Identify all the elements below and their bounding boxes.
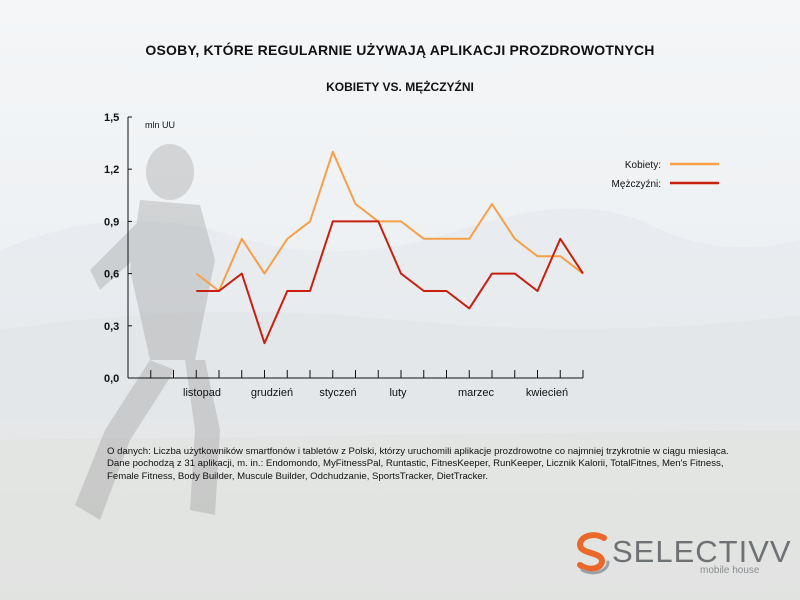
y-tick-label: 0,3 xyxy=(104,321,119,333)
x-month-label: marzec xyxy=(458,387,495,399)
y-axis-unit-label: mln UU xyxy=(145,120,175,130)
selectivv-s-logo-icon xyxy=(576,532,610,575)
selectivv-logo: SELECTIVV mobile house xyxy=(574,532,791,582)
x-month-label: grudzień xyxy=(251,387,293,399)
logo-name: SELECTIVV xyxy=(612,534,792,569)
line-chart: 0,0 0,3 0,6 0,9 1,2 1,5 mln UU listopad grudzień… xyxy=(104,112,719,399)
y-tick-label: 0,9 xyxy=(104,216,119,228)
y-tick-label: 0,0 xyxy=(104,373,119,385)
x-month-label: kwiecień xyxy=(526,387,568,399)
legend-label: Kobiety: xyxy=(625,160,661,171)
chart-title: OSOBY, KTÓRE REGULARNIE UŻYWAJĄ APLIKACJ… xyxy=(145,42,655,58)
y-tick-label: 1,2 xyxy=(104,164,119,176)
runner-silhouette xyxy=(75,144,220,520)
chart-subtitle: KOBIETY VS. MĘŻCZYŹNI xyxy=(326,80,474,94)
legend-label: Mężczyźni: xyxy=(612,179,661,190)
x-month-label: styczeń xyxy=(319,387,356,399)
series-line-kobiety xyxy=(195,150,584,292)
x-month-label: listopad xyxy=(183,387,221,399)
y-tick-label: 1,5 xyxy=(104,112,119,124)
y-tick-label: 0,6 xyxy=(104,269,119,281)
data-note: O danych: Liczba użytkowników smartfonów… xyxy=(107,446,729,482)
series-line-mezczyzni xyxy=(196,220,584,345)
x-month-label: luty xyxy=(389,387,407,399)
logo-tagline: mobile house xyxy=(700,565,760,576)
